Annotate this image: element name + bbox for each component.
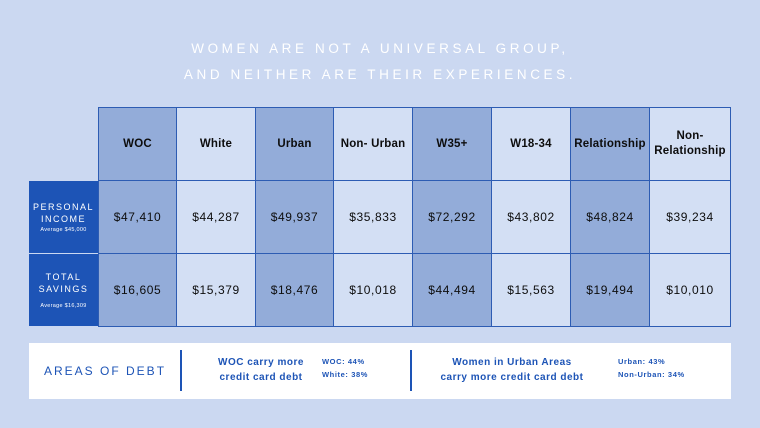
column-header: W18-34 [492,107,571,181]
table-cell: $18,476 [256,254,334,327]
fact-line: carry more credit card debt [440,372,584,383]
table-cell: $15,563 [492,254,571,327]
table-cell: $16,605 [98,254,177,327]
row-label-average: Average $45,000 [40,227,87,233]
stat-line: White: 38% [322,370,369,379]
column-header: Non- Urban [334,107,413,181]
title-line-1: WOMEN ARE NOT A UNIVERSAL GROUP, [191,41,569,56]
table-cell: $43,802 [492,181,571,254]
table-cell: $49,937 [256,181,334,254]
column-header: WOC [98,107,177,181]
table-cell: $47,410 [98,181,177,254]
row-label-line: SAVINGS [38,284,89,294]
divider [410,350,412,391]
column-header: Relationship [571,107,650,181]
column-header: White [177,107,256,181]
title-line-2: AND NEITHER ARE THEIR EXPERIENCES. [183,67,577,82]
debt-stats-woc: WOC: 44% White: 38% [322,355,368,381]
column-header: W35+ [413,107,492,181]
table-corner [29,107,98,181]
comparison-table: WOC White Urban Non- Urban W35+ W18-34 R… [29,107,731,327]
debt-stats-urban: Urban: 43% Non-Urban: 34% [618,355,685,381]
row-label-personal-income: PERSONAL INCOME Average $45,000 [29,181,98,254]
column-header: Non-Relationship [650,107,731,181]
table-cell: $72,292 [413,181,492,254]
column-header: Urban [256,107,334,181]
row-label-average: Average $16,309 [40,303,87,309]
fact-line: Women in Urban Areas [452,357,572,368]
divider [180,350,182,391]
fact-line: credit card debt [219,372,303,383]
row-label-line: PERSONAL [32,202,95,212]
stat-line: Non-Urban: 34% [618,370,685,379]
debt-fact-woc: WOC carry more credit card debt [201,355,321,385]
debt-fact-urban: Women in Urban Areas carry more credit c… [427,355,597,385]
table-cell: $19,494 [571,254,650,327]
table-cell: $44,287 [177,181,256,254]
stat-line: Urban: 43% [618,357,666,366]
table-cell: $48,824 [571,181,650,254]
row-label-total-savings: TOTAL SAVINGS Average $16,309 [29,254,98,327]
fact-line: WOC carry more [218,357,304,368]
stat-line: WOC: 44% [322,357,365,366]
table-cell: $39,234 [650,181,731,254]
table-cell: $10,010 [650,254,731,327]
table-cell: $35,833 [334,181,413,254]
debt-title: AREAS OF DEBT [44,364,167,378]
row-label-line: INCOME [41,214,86,224]
table-cell: $44,494 [413,254,492,327]
debt-panel: AREAS OF DEBT WOC carry more credit card… [29,343,731,399]
table-cell: $15,379 [177,254,256,327]
page-title: WOMEN ARE NOT A UNIVERSAL GROUP, AND NEI… [0,36,760,88]
table-cell: $10,018 [334,254,413,327]
row-label-line: TOTAL [45,272,82,282]
